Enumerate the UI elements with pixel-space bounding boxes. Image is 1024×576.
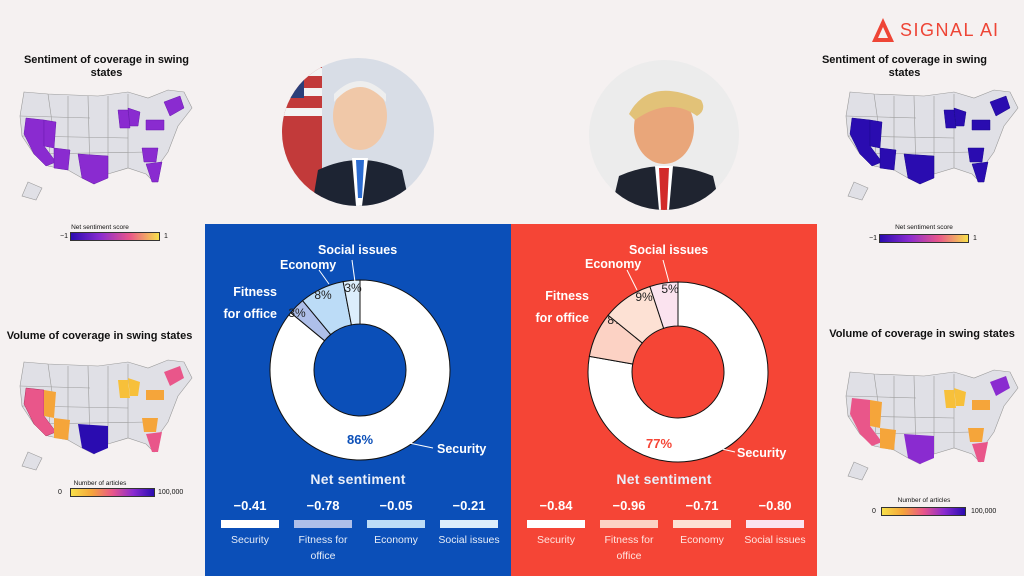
volume-scale-max-right: 100,000: [971, 508, 997, 515]
volume-scale-bar-right: [881, 507, 966, 516]
net-sentiment-title-red: Net sentiment: [616, 471, 712, 487]
net-sentiment-swatch: [367, 520, 425, 528]
net-sentiment-label: Economy: [374, 534, 418, 546]
net-sentiment-swatch: [294, 520, 352, 528]
signal-ai-logo-icon: [872, 18, 894, 42]
donut-category-label: for office: [224, 307, 278, 321]
sentiment-scale-bar-left: [70, 232, 160, 241]
volume-scale-min-right: 0: [872, 508, 876, 515]
volume-scale-label-left: Number of articles: [73, 480, 127, 487]
donut-category-label: for office: [536, 311, 590, 325]
net-sentiment-item: −0.84 Security: [525, 498, 587, 548]
net-sentiment-swatch: [600, 520, 658, 528]
net-sentiment-item: −0.96 Fitness for office: [598, 498, 660, 564]
donut-leader-line: [626, 269, 638, 291]
net-sentiment-item: −0.05 Economy: [365, 498, 427, 548]
volume-scale-bar-left: [70, 488, 155, 497]
volume-map-left: [19, 359, 193, 471]
volume-map-title-left: Volume of coverage in swing states: [6, 330, 193, 342]
net-sentiment-label: Fitness for office: [604, 534, 654, 562]
donut-value-label: 3%: [288, 306, 306, 320]
net-sentiment-label: Fitness for office: [298, 534, 348, 562]
donut-category-label: Social issues: [629, 243, 708, 257]
sentiment-map-title-left: Sentiment of coverage in swing states: [23, 54, 190, 79]
donut-slice-security: [587, 281, 769, 463]
sentiment-scale-bar-right: [879, 234, 969, 243]
net-sentiment-swatch: [527, 520, 585, 528]
net-sentiment-swatch: [440, 520, 498, 528]
net-sentiment-value: −0.41: [233, 498, 267, 513]
volume-map-title-right: Volume of coverage in swing states: [829, 328, 1015, 340]
net-sentiment-label: Security: [537, 534, 575, 546]
sentiment-scale-label-left: Net sentiment score: [71, 224, 129, 231]
net-sentiment-item: −0.78 Fitness for office: [292, 498, 354, 564]
donut-category-label: Fitness: [545, 289, 589, 303]
net-sentiment-title-blue: Net sentiment: [310, 471, 406, 487]
net-sentiment-item: −0.21 Social issues: [438, 498, 500, 548]
net-sentiment-item: −0.41 Security: [219, 498, 281, 548]
net-sentiment-label: Security: [231, 534, 269, 546]
donut-leader-line: [351, 259, 356, 283]
donut-category-label: Social issues: [318, 243, 397, 257]
donut-slice-social-issues: [342, 279, 361, 326]
sentiment-scale-min-right: −1: [869, 235, 877, 242]
net-sentiment-value: −0.78: [306, 498, 340, 513]
volume-scale-label-right: Number of articles: [897, 497, 951, 504]
sentiment-scale-min-left: −1: [60, 233, 68, 240]
sentiment-scale-label-right: Net sentiment score: [895, 224, 953, 231]
sentiment-map-right: [845, 89, 1019, 201]
net-sentiment-label: Social issues: [744, 534, 806, 546]
sentiment-scale-max-left: 1: [164, 233, 168, 240]
donut-slice-security: [269, 279, 451, 461]
donut-category-label: Security: [737, 446, 786, 460]
donut-leader-line: [318, 269, 330, 285]
signal-ai-logo: SIGNAL AI: [900, 20, 1000, 40]
donut-category-label: Economy: [280, 258, 336, 272]
donut-leader-line: [384, 437, 434, 449]
net-sentiment-value: −0.84: [539, 498, 573, 513]
donut-slice-social-issues: [649, 281, 679, 329]
net-sentiment-value: −0.96: [612, 498, 646, 513]
candidate-portrait-right: [589, 60, 739, 210]
volume-map-right: [845, 369, 1019, 481]
net-sentiment-item: −0.71 Economy: [671, 498, 733, 548]
sentiment-scale-max-right: 1: [973, 235, 977, 242]
sentiment-map-title-right: Sentiment of coverage in swing states: [821, 54, 988, 79]
net-sentiment-value: −0.21: [452, 498, 486, 513]
net-sentiment-value: −0.80: [758, 498, 792, 513]
donut-category-label: Security: [437, 442, 486, 456]
donut-category-label: Economy: [585, 257, 641, 271]
donut-chart-blue: 86% 3% 8% 3% Security Fitness for office Econom…: [224, 243, 486, 461]
donut-leader-line: [662, 259, 670, 283]
net-sentiment-label: Economy: [680, 534, 724, 546]
donut-value-label: 3%: [344, 281, 362, 295]
net-sentiment-label: Social issues: [438, 534, 500, 546]
donut-value-label: 8%: [314, 288, 332, 302]
net-sentiment-value: −0.05: [379, 498, 413, 513]
net-sentiment-swatch: [673, 520, 731, 528]
donut-panel-blue: 86% 3% 8% 3% Security Fitness for office Econom…: [205, 224, 511, 576]
net-sentiment-swatch: [746, 520, 804, 528]
net-sentiment-value: −0.71: [685, 498, 719, 513]
donut-value-label: 5%: [661, 282, 679, 296]
net-sentiment-swatch: [221, 520, 279, 528]
volume-scale-max-left: 100,000: [158, 489, 184, 496]
net-sentiment-item: −0.80 Social issues: [744, 498, 806, 548]
volume-scale-min-left: 0: [58, 489, 62, 496]
donut-category-label: Fitness: [233, 285, 277, 299]
donut-value-label: 9%: [635, 290, 653, 304]
donut-value-label: 86%: [347, 432, 373, 447]
donut-value-label: 77%: [646, 436, 672, 451]
sentiment-map-left: [19, 89, 193, 201]
candidate-portrait-left: [282, 58, 434, 206]
donut-leader-line: [682, 439, 736, 453]
